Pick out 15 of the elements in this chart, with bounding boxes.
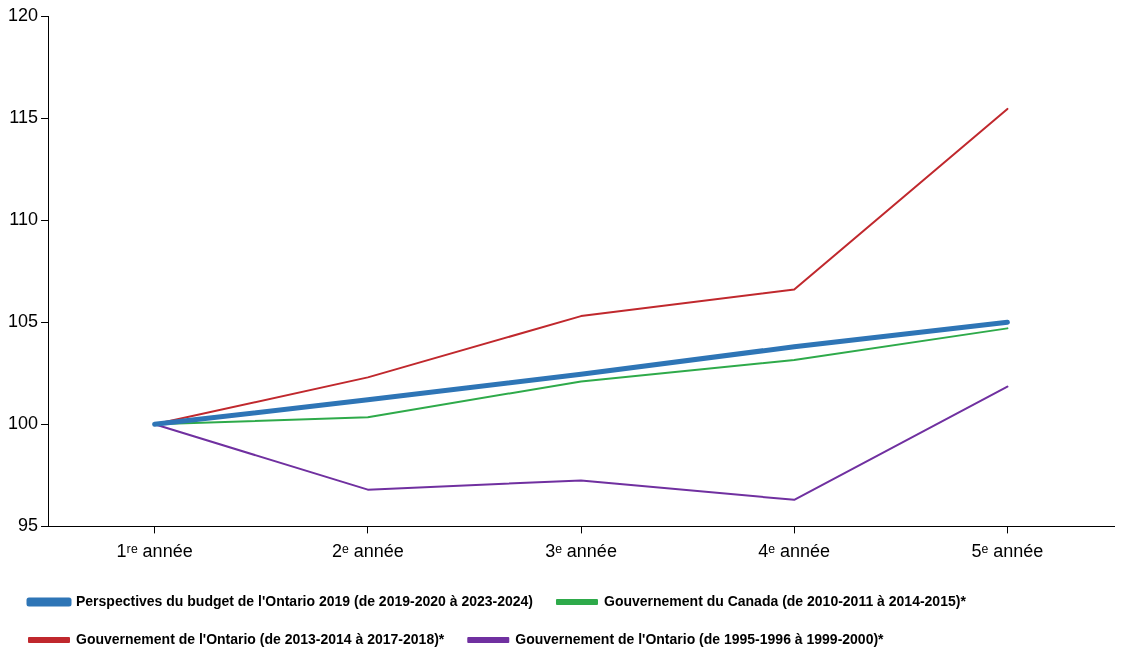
y-tick-label: 100 bbox=[7, 413, 39, 434]
y-tick-label: 105 bbox=[7, 311, 39, 332]
legend-label: Gouvernement du Canada (de 2010-2011 à 2014-2015)* bbox=[603, 592, 967, 609]
x-tick-label: 4ᵉ année bbox=[758, 541, 831, 562]
x-tick-label: 1ʳᵉ année bbox=[116, 541, 193, 562]
y-tick-label: 95 bbox=[18, 515, 39, 536]
legend-label: Gouvernement de l'Ontario (de 1995-1996 à 1999-2000)* bbox=[515, 630, 885, 647]
legend-label: Gouvernement de l'Ontario (de 2013-2014 à 2017-2018)* bbox=[76, 630, 445, 647]
y-tick-label: 110 bbox=[9, 209, 39, 230]
x-tick-label: 5ᵉ année bbox=[971, 541, 1044, 562]
y-tick-label: 115 bbox=[9, 107, 39, 128]
x-tick-label: 3ᵉ année bbox=[545, 541, 617, 562]
legend-label: Perspectives du budget de l'Ontario 2019 (de 2019-2020 à 2023-2024) bbox=[76, 592, 533, 609]
y-tick-label: 120 bbox=[7, 4, 39, 25]
x-tick-label: 2ᵉ année bbox=[331, 541, 404, 562]
